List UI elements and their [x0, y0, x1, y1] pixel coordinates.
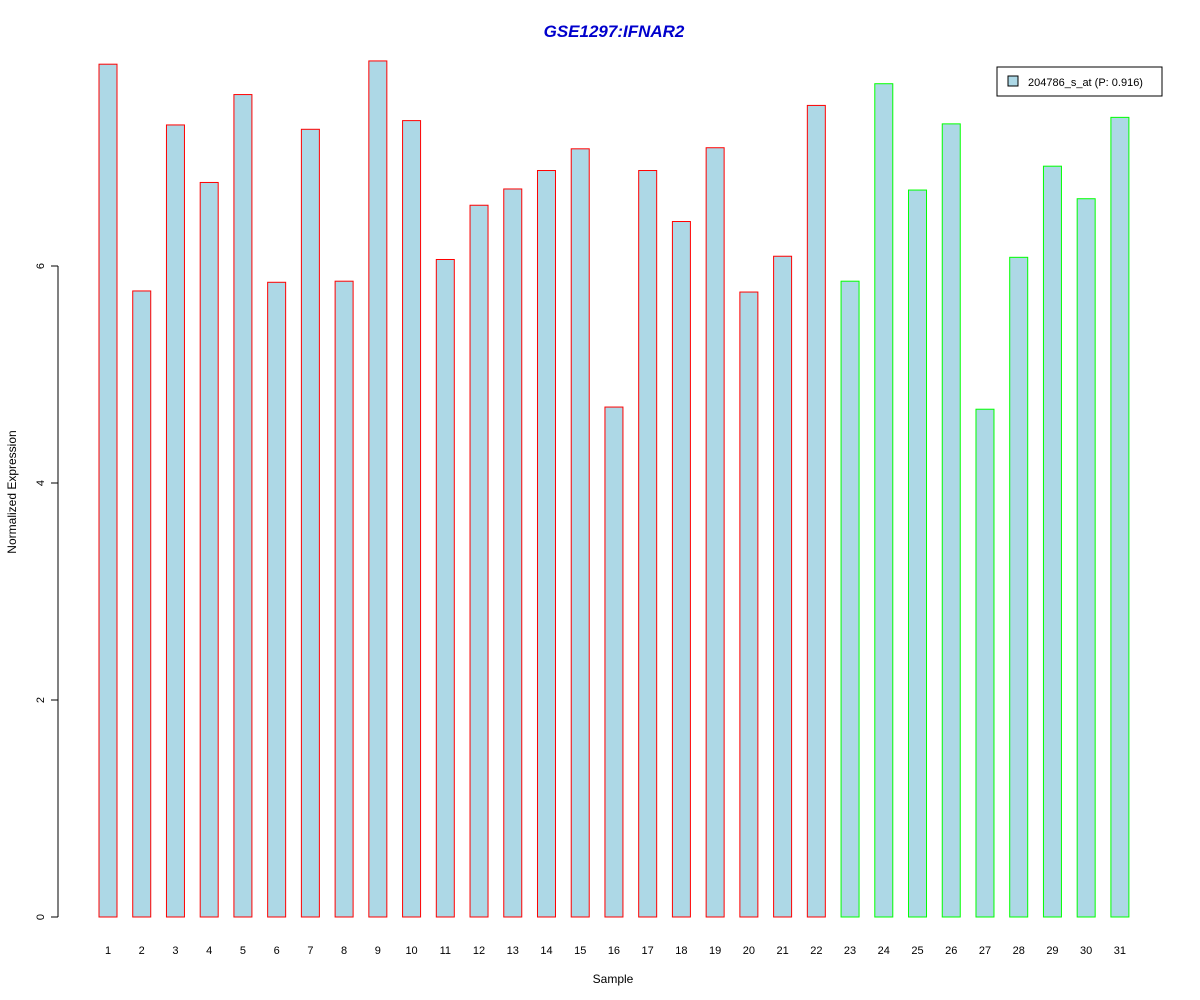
x-tick-label: 9 [375, 945, 381, 957]
x-tick-label: 28 [1013, 945, 1025, 957]
x-tick-label: 17 [642, 945, 654, 957]
y-axis: 0 2 4 6 [35, 263, 59, 920]
bar-sample-13 [503, 188, 523, 918]
bar-sample-16 [604, 406, 624, 918]
x-tick-label: 26 [945, 945, 957, 957]
x-tick-label: 8 [341, 945, 347, 957]
x-tick-label: 16 [608, 945, 620, 957]
bar-sample-15 [570, 148, 590, 918]
bar-sample-11 [435, 258, 455, 918]
bar-sample-21 [773, 255, 793, 918]
legend-swatch [1007, 75, 1019, 87]
x-tick-label: 13 [507, 945, 519, 957]
x-tick-label: 27 [979, 945, 991, 957]
bar-sample-7 [300, 128, 320, 918]
x-tick-label: 10 [405, 945, 417, 957]
bar-sample-19 [705, 147, 725, 918]
x-tick-label: 25 [911, 945, 923, 957]
legend-label: 204786_s_at (P: 0.916) [1028, 77, 1143, 89]
x-tick-label: 19 [709, 945, 721, 957]
bar-sample-23 [840, 280, 860, 918]
bar-sample-20 [739, 291, 759, 918]
x-tick-label: 15 [574, 945, 586, 957]
bar-sample-12 [469, 204, 489, 918]
x-tick-label: 20 [743, 945, 755, 957]
bar-sample-5 [233, 94, 253, 918]
bar-sample-25 [908, 189, 928, 918]
x-tick-label: 24 [878, 945, 890, 957]
bar-sample-24 [874, 83, 894, 918]
bar-sample-31 [1110, 116, 1130, 918]
bar-sample-1 [98, 63, 118, 918]
bar-sample-22 [806, 104, 826, 918]
bar-sample-2 [132, 290, 152, 918]
x-tick-label: 6 [274, 945, 280, 957]
x-tick-label: 29 [1046, 945, 1058, 957]
bar-sample-10 [402, 120, 422, 918]
x-tick-label: 5 [240, 945, 246, 957]
x-tick-label: 18 [675, 945, 687, 957]
bar-sample-26 [941, 123, 961, 918]
bar-sample-30 [1076, 198, 1096, 918]
x-tick-label: 14 [540, 945, 552, 957]
bar-sample-6 [267, 281, 287, 918]
x-tick-label: 22 [810, 945, 822, 957]
y-tick-label: 2 [35, 697, 47, 703]
bar-sample-14 [536, 170, 556, 918]
x-tick-label: 12 [473, 945, 485, 957]
bars-layer [98, 60, 1130, 918]
x-tick-label: 1 [105, 945, 111, 957]
bar-sample-9 [368, 60, 388, 918]
bar-sample-4 [199, 181, 219, 918]
y-tick-label: 4 [35, 480, 47, 486]
x-tick-label: 7 [307, 945, 313, 957]
x-axis-label: Sample [593, 972, 634, 986]
chart-title: GSE1297:IFNAR2 [544, 22, 685, 41]
bar-sample-18 [671, 221, 691, 918]
bar-sample-3 [165, 124, 185, 918]
y-axis-label: Normalized Expression [5, 430, 19, 553]
x-tick-label: 3 [172, 945, 178, 957]
bar-sample-8 [334, 280, 354, 918]
x-tick-label: 31 [1114, 945, 1126, 957]
x-tick-label: 4 [206, 945, 212, 957]
x-tick-label: 11 [440, 945, 451, 957]
legend-box [996, 66, 1163, 97]
x-tick-label: 21 [776, 945, 788, 957]
bar-sample-28 [1009, 256, 1029, 918]
x-tick-label: 2 [139, 945, 145, 957]
bar-sample-27 [975, 408, 995, 918]
bar-sample-17 [638, 170, 658, 918]
y-tick-label: 0 [35, 914, 47, 920]
x-tick-label: 30 [1080, 945, 1092, 957]
x-tick-labels: 1 2 3 4 5 6 7 8 9 10 11 12 13 14 15 16 17 18 19 20 21 22 23 24 2… [105, 945, 1126, 957]
bar-sample-29 [1042, 165, 1062, 918]
legend: 204786_s_at (P: 0.916) [996, 66, 1163, 97]
y-tick-label: 6 [35, 263, 47, 269]
x-tick-label: 23 [844, 945, 856, 957]
